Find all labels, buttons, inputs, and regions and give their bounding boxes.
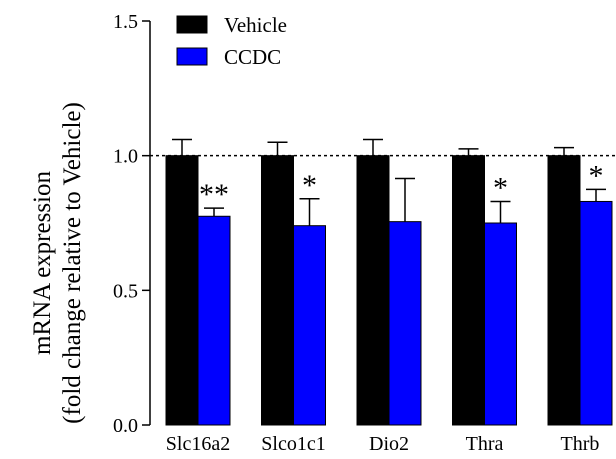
bar-ccdc-slc16a2 — [197, 215, 231, 426]
x-tick-label-dio2: Dio2 — [369, 433, 409, 455]
significance-ccdc-slc16a2: ** — [199, 178, 229, 211]
bar-ccdc-thrb — [579, 200, 613, 426]
legend-label-ccdc: CCDC — [224, 45, 281, 69]
significance-ccdc-thrb: * — [589, 159, 604, 192]
legend-label-vehicle: Vehicle — [224, 13, 287, 37]
bar-ccdc-thra — [484, 222, 517, 426]
y-axis-title: mRNA expression (fold change relative to… — [29, 102, 86, 424]
y-tick-label-0.0: 0.0 — [113, 415, 138, 437]
bar-ccdc-slco1c1 — [293, 225, 326, 426]
legend-swatch-vehicle — [176, 15, 208, 34]
plot-area: ** Slc16a2 * Slco1c1 Dio2 * Thra * Thrb 0.0 0.5 1.0… — [113, 11, 616, 455]
bar-vehicle-thra — [452, 155, 485, 426]
significance-ccdc-slco1c1: * — [302, 169, 317, 202]
x-tick-label-slc16a2: Slc16a2 — [166, 433, 230, 455]
significance-ccdc-thra: * — [493, 171, 508, 204]
legend: Vehicle CCDC — [176, 13, 287, 69]
bar-vehicle-dio2 — [356, 155, 390, 426]
x-tick-label-thra: Thra — [466, 433, 504, 455]
y-tick-label-1.5: 1.5 — [113, 11, 138, 33]
bar-ccdc-dio2 — [388, 221, 422, 426]
bar-vehicle-slc16a2 — [165, 155, 199, 426]
bar-vehicle-thrb — [547, 155, 581, 426]
bar-vehicle-slco1c1 — [261, 155, 294, 426]
y-axis-title-line2: (fold change relative to Vehicle) — [59, 102, 86, 424]
x-tick-label-thrb: Thrb — [561, 433, 600, 455]
y-tick-label-1.0: 1.0 — [113, 146, 138, 168]
legend-swatch-ccdc — [176, 47, 208, 66]
y-axis-title-line1: mRNA expression — [29, 170, 56, 355]
y-tick-label-0.5: 0.5 — [113, 280, 138, 302]
x-tick-label-slco1c1: Slco1c1 — [261, 433, 325, 455]
